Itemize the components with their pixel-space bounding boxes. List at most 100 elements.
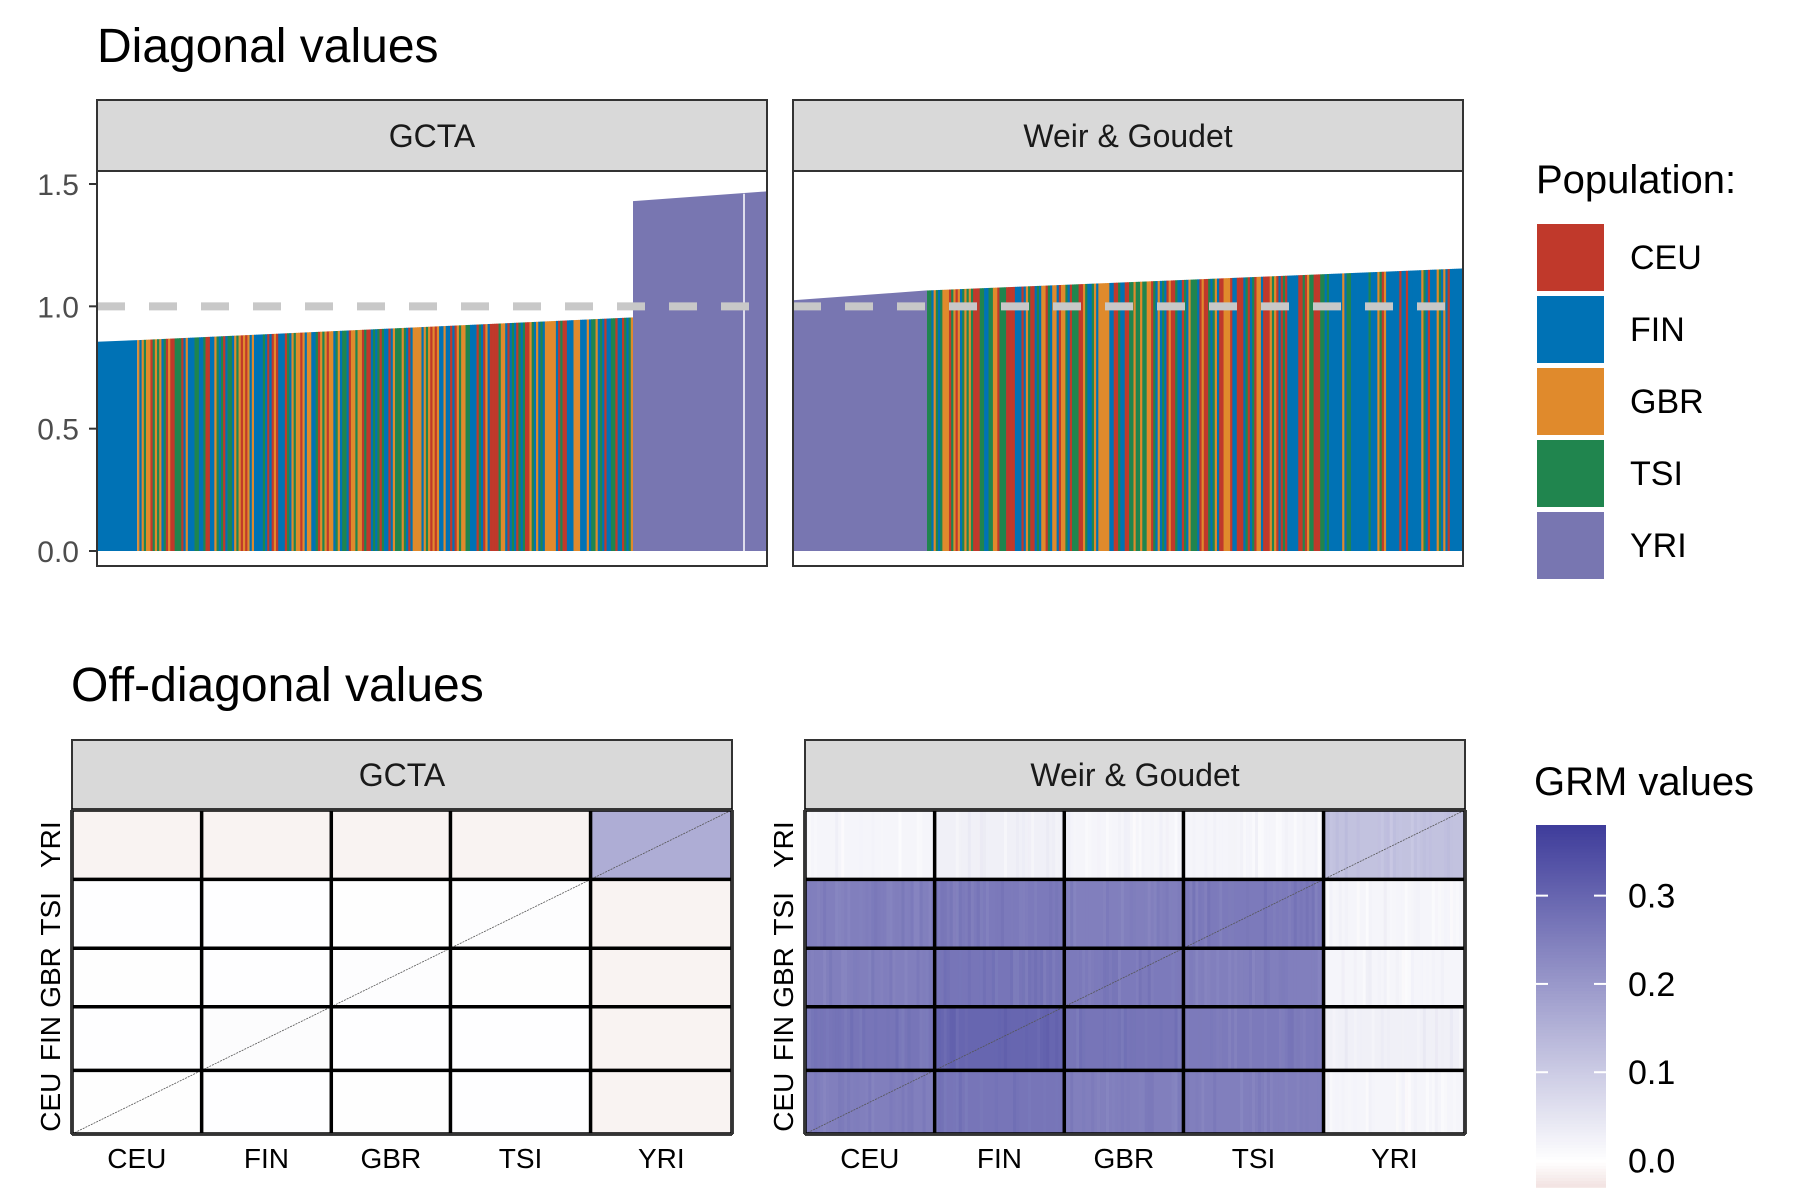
bar-stripe	[1017, 286, 1020, 551]
heat-texture	[1055, 1006, 1059, 1071]
heat-texture	[856, 948, 860, 1007]
bar-stripe	[518, 322, 522, 551]
bar-stripe	[1421, 270, 1424, 551]
heat-texture	[1097, 810, 1101, 880]
heat-texture	[1252, 948, 1256, 1007]
heat-texture	[1422, 810, 1426, 880]
heat-texture	[1413, 1070, 1417, 1134]
heat-diagonal	[71, 809, 733, 1135]
heat-texture	[1150, 1070, 1154, 1134]
colorbar-step	[1536, 861, 1606, 866]
facet-strip-heat-gcta	[71, 739, 733, 811]
heat-texture	[1162, 879, 1166, 949]
colorbar-step	[1536, 1048, 1606, 1053]
colorbar-step	[1536, 843, 1606, 847]
colorbar-step	[1536, 966, 1606, 971]
bar-stripe	[1256, 276, 1260, 551]
heat-texture	[1103, 1006, 1106, 1071]
heat-texture	[1013, 948, 1017, 1007]
bar-stripe	[1159, 280, 1163, 551]
bar-stripe	[1076, 284, 1079, 551]
colorbar-step	[1536, 1051, 1606, 1056]
bar-stripe	[198, 337, 202, 551]
bar-stripe	[1280, 275, 1284, 551]
colorbar-step	[1536, 1069, 1606, 1074]
bar-stripe	[582, 319, 585, 551]
heat-texture	[1097, 948, 1101, 1007]
heat-block-yri-ceu	[72, 810, 202, 880]
heat-texture	[1392, 1070, 1396, 1134]
bar-stripe	[1271, 276, 1275, 551]
heat-texture	[1070, 1006, 1074, 1071]
colorbar-step	[1536, 1081, 1606, 1086]
bar-stripe	[1397, 271, 1400, 551]
colorbar-step	[1536, 1153, 1606, 1158]
heat-texture	[1123, 1006, 1127, 1071]
heat-texture	[1079, 948, 1083, 1007]
bar-stripe	[443, 326, 447, 551]
colorbar-step	[1536, 954, 1606, 959]
heat-texture	[970, 879, 974, 949]
heat-texture	[1123, 810, 1127, 880]
heat-texture	[1416, 879, 1420, 949]
heat-block-yri-gbr	[331, 810, 451, 880]
bar-stripe	[511, 322, 515, 551]
heat-texture	[1431, 948, 1435, 1007]
bar-stripe	[472, 324, 475, 551]
bar-stripe	[1113, 282, 1117, 551]
bar-stripe	[157, 339, 160, 551]
bar-stripe	[478, 324, 482, 551]
bar-stripe	[507, 323, 510, 551]
heat-texture	[1120, 810, 1124, 880]
bar-stripe	[522, 322, 526, 551]
heat-texture	[1428, 948, 1432, 1007]
bar-stripe	[1381, 271, 1385, 551]
bar-stripe	[1181, 279, 1185, 551]
heat-x-label: YRI	[1371, 1143, 1418, 1174]
heat-texture	[958, 879, 962, 949]
heat-y-label: GBR	[768, 947, 799, 1008]
bar-stripe	[181, 338, 184, 551]
heat-texture	[1335, 1070, 1339, 1134]
colorbar-step	[1536, 981, 1606, 986]
bar-stripe	[595, 319, 599, 551]
heat-texture	[1219, 810, 1223, 880]
heat-texture	[883, 948, 887, 1007]
heat-block-yri-ceu	[805, 810, 935, 880]
facet-strip-wg	[792, 99, 1464, 172]
bar-stripe	[1212, 278, 1216, 551]
bar-stripe	[430, 326, 433, 551]
heat-texture	[1371, 1070, 1375, 1134]
heat-texture	[1434, 879, 1438, 949]
bar-stripe	[1120, 282, 1123, 551]
heat-texture	[1234, 810, 1238, 880]
heat-texture	[1135, 948, 1139, 1007]
heat-texture	[1207, 879, 1211, 949]
colorbar-step	[1536, 939, 1606, 944]
bar-stripe	[245, 335, 248, 551]
heat-texture	[1443, 879, 1447, 949]
colorbar-step	[1536, 1141, 1606, 1146]
heat-texture	[994, 1006, 998, 1071]
heat-texture	[814, 1070, 818, 1134]
bar-stripe	[624, 317, 627, 551]
bar-stripe	[1425, 269, 1429, 551]
bar-stripe	[1436, 269, 1440, 551]
panel-border-wg	[792, 170, 1464, 567]
bar-stripe	[630, 317, 634, 551]
colorbar-step	[1536, 1159, 1606, 1164]
bar-stripe	[293, 332, 297, 551]
heat-texture	[1293, 810, 1297, 880]
colorbar-tick-label: 0.2	[1628, 966, 1675, 1004]
heat-texture	[1347, 1070, 1351, 1134]
heat-texture	[1016, 810, 1020, 880]
heat-texture	[1046, 810, 1050, 880]
heat-texture	[1010, 879, 1014, 949]
heat-texture	[850, 1006, 854, 1071]
bar-stripe	[317, 331, 321, 551]
heat-texture	[1413, 879, 1417, 949]
bar-stripe	[458, 325, 462, 551]
heat-texture	[865, 1070, 869, 1134]
bar-stripe	[1133, 281, 1137, 551]
bar-stripe	[381, 328, 385, 551]
